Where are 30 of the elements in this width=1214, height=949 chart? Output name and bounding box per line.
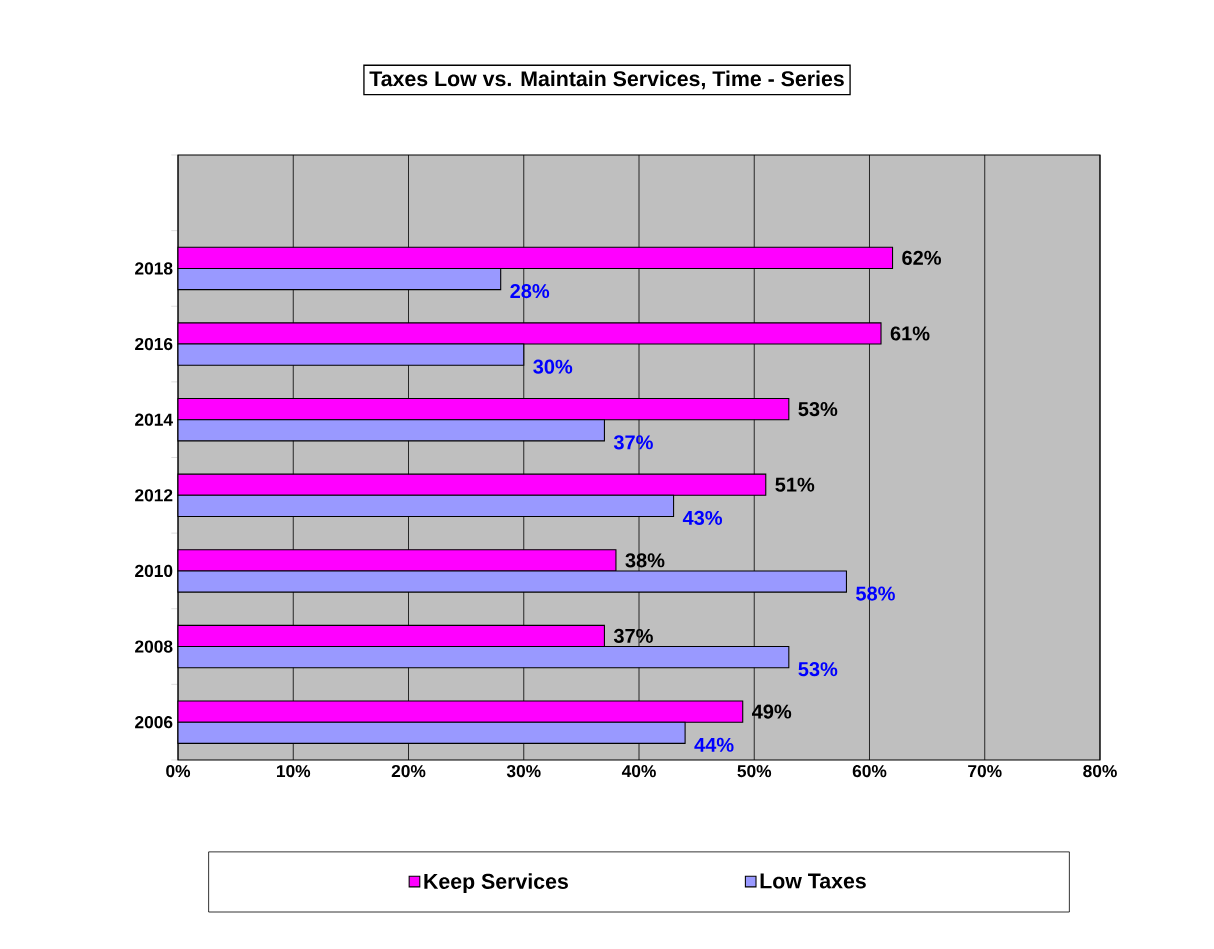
- x-tick-label: 40%: [621, 764, 656, 778]
- data-label: 37%: [613, 628, 653, 644]
- legend-label: Low Taxes: [760, 873, 866, 889]
- y-tick-label: 2018: [135, 262, 173, 275]
- x-tick-label: 20%: [391, 764, 426, 778]
- x-tick-label: 80%: [1083, 764, 1117, 778]
- chart-title: Taxes Low vs. Maintain Services, Time - Series: [369, 70, 844, 90]
- data-label: 61%: [890, 326, 930, 341]
- data-label: 53%: [798, 662, 838, 677]
- data-label: 44%: [694, 737, 734, 752]
- x-tick-label: 0%: [166, 764, 191, 778]
- data-label: 43%: [682, 510, 723, 526]
- x-tick-label: 30%: [506, 764, 541, 778]
- data-label: 30%: [533, 359, 573, 374]
- y-tick-label: 2006: [135, 716, 173, 729]
- x-tick-label: 50%: [737, 764, 772, 778]
- y-tick-label: 2014: [135, 413, 173, 426]
- data-label: 37%: [613, 435, 653, 450]
- x-tick-label: 70%: [968, 764, 1002, 778]
- y-tick-label: 2008: [135, 640, 173, 653]
- data-label: 62%: [902, 250, 942, 265]
- data-label: 53%: [798, 401, 838, 417]
- x-tick-label: 10%: [277, 764, 311, 778]
- data-label: 51%: [775, 477, 815, 492]
- data-label: 38%: [625, 553, 665, 568]
- y-tick-label: 2016: [135, 337, 173, 351]
- legend-label: Keep Services: [424, 873, 568, 894]
- y-tick-label: 2010: [135, 564, 173, 578]
- y-tick-label: 2012: [135, 489, 173, 502]
- x-tick-label: 60%: [852, 764, 887, 778]
